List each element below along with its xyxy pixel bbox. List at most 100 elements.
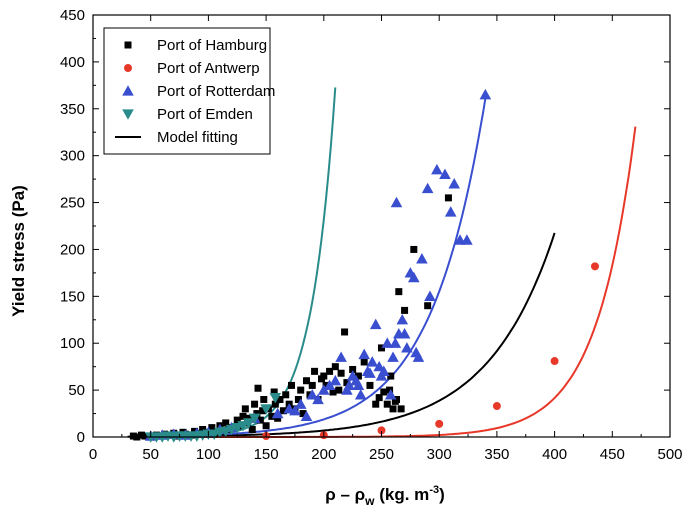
x-axis-ticks: 0 50 100 150 200 250 300 350 400 450 500: [89, 15, 683, 463]
data-point: [233, 416, 241, 424]
data-point: [248, 425, 256, 433]
data-point: [366, 356, 379, 367]
data-point: [397, 405, 405, 413]
data-point: [341, 328, 349, 336]
x-tick-label: 400: [542, 446, 567, 463]
data-point: [259, 407, 267, 415]
data-point: [377, 426, 386, 435]
data-point: [378, 365, 390, 376]
legend-item: Port of Hamburg: [124, 37, 267, 54]
data-point: [401, 306, 409, 314]
y-tick-label: 250: [60, 195, 85, 212]
data-point: [444, 194, 452, 202]
series-port-of-antwerp: [262, 262, 599, 441]
data-point: [461, 234, 473, 245]
data-point: [354, 372, 362, 380]
data-point: [360, 358, 368, 366]
fit-curve-3: [162, 126, 637, 438]
y-tick-label: 300: [60, 148, 85, 165]
data-point: [412, 351, 425, 362]
data-point: [308, 381, 316, 389]
data-point: [191, 427, 199, 435]
data-point: [381, 337, 394, 348]
data-point: [395, 288, 403, 296]
x-tick-label: 250: [369, 446, 394, 463]
data-point: [354, 389, 367, 400]
data-point: [398, 328, 411, 339]
data-point: [141, 432, 149, 440]
x-axis-title-subscript: w: [364, 494, 375, 508]
data-point: [271, 407, 284, 419]
data-point: [242, 418, 255, 429]
data-point: [331, 363, 339, 371]
data-point: [256, 416, 264, 424]
x-axis-title: ρ – ρw (kg. m-3): [325, 484, 445, 508]
data-point: [387, 351, 399, 362]
data-point: [444, 206, 457, 217]
y-tick-label: 200: [60, 241, 85, 258]
data-point: [274, 414, 282, 422]
data-point: [276, 395, 284, 403]
data-point: [306, 389, 319, 400]
data-point: [323, 379, 336, 391]
data-point: [320, 372, 328, 380]
data-point: [389, 405, 397, 413]
data-point: [322, 381, 330, 389]
legend-marker-triangle-down: [122, 109, 134, 120]
x-tick-label: 50: [142, 446, 159, 463]
data-point: [294, 395, 302, 403]
data-point: [246, 414, 254, 422]
data-point: [386, 386, 394, 394]
data-point: [299, 410, 307, 418]
legend-item: Port of Rotterdam: [122, 83, 275, 100]
y-axis-title: Yield stress (Pa): [9, 185, 28, 317]
data-point: [435, 419, 444, 428]
x-tick-label: 350: [484, 446, 509, 463]
data-point: [222, 419, 230, 427]
legend-item: Port of Antwerp: [124, 60, 260, 77]
x-axis-title-main: ρ – ρ: [325, 485, 365, 504]
legend: Port of Hamburg Port of Antwerp Port of Ro…: [103, 27, 275, 155]
data-point: [302, 377, 310, 385]
legend-item: Model fitting: [115, 129, 238, 146]
data-point: [550, 357, 559, 366]
data-point: [318, 384, 330, 395]
data-point: [393, 395, 401, 403]
legend-marker-circle: [124, 64, 132, 72]
data-point: [337, 369, 345, 377]
x-tick-label: 0: [89, 446, 97, 463]
data-point: [253, 410, 261, 418]
data-point: [260, 404, 272, 415]
legend-label: Model fitting: [157, 129, 238, 146]
data-point: [300, 410, 313, 422]
data-point: [352, 379, 365, 391]
data-point: [329, 388, 337, 396]
data-point: [251, 400, 259, 408]
x-axis-title-units-superscript: -3: [429, 484, 439, 496]
data-point: [311, 367, 319, 375]
x-tick-label: 150: [254, 446, 279, 463]
legend-label: Port of Emden: [157, 106, 253, 123]
x-axis-title-units-close: ): [439, 485, 445, 504]
data-point: [254, 384, 262, 392]
data-point: [366, 381, 374, 389]
y-tick-label: 450: [60, 7, 85, 24]
data-point: [260, 395, 268, 403]
data-point: [390, 196, 403, 208]
data-point: [372, 400, 380, 408]
data-point: [416, 253, 428, 264]
data-point: [408, 271, 420, 283]
data-point: [294, 398, 307, 409]
data-point: [270, 388, 278, 396]
x-tick-label: 500: [657, 446, 682, 463]
x-tick-label: 450: [600, 446, 625, 463]
data-point: [326, 367, 334, 375]
data-point: [241, 405, 249, 413]
data-point: [383, 400, 391, 408]
data-point: [349, 365, 357, 373]
data-point: [358, 348, 370, 360]
data-point: [269, 392, 282, 404]
data-point: [297, 386, 305, 394]
